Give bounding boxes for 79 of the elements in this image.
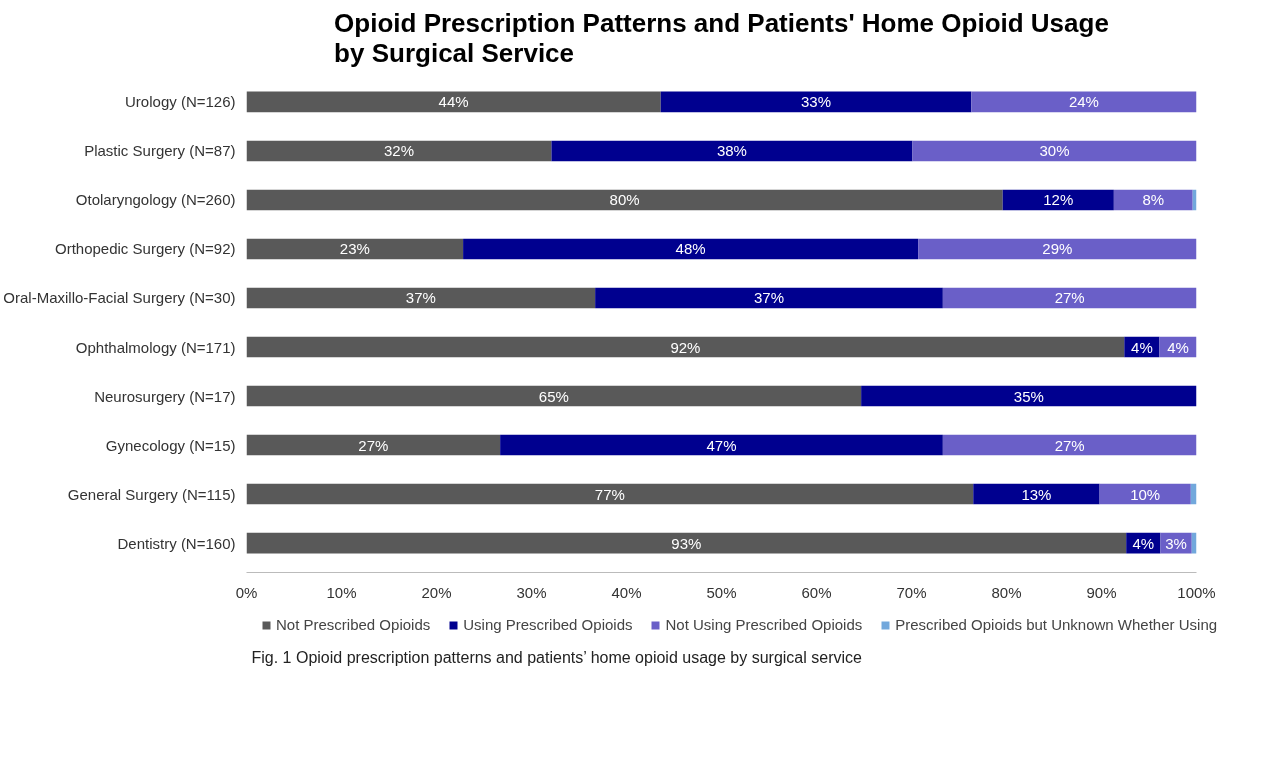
data-label: 38%: [716, 142, 747, 160]
legend-label: Not Using Prescribed Opioids: [665, 616, 863, 633]
bar: [500, 434, 943, 456]
x-tick-label: 0%: [235, 583, 258, 601]
x-tick-label: 30%: [516, 583, 547, 601]
bar: [942, 287, 1197, 309]
y-tick-label: Urology (N=126): [125, 93, 236, 111]
bar: [246, 434, 501, 456]
data-label: 33%: [801, 93, 832, 111]
y-tick-label: Gynecology (N=15): [105, 436, 236, 454]
y-tick-label: General Surgery (N=115): [67, 485, 236, 503]
data-label: 24%: [1068, 93, 1099, 111]
bar: [246, 483, 974, 505]
data-label: 30%: [1039, 142, 1070, 160]
data-label: 4%: [1132, 534, 1155, 552]
bar: [551, 140, 913, 162]
bar: [942, 434, 1197, 456]
bar: [861, 385, 1197, 407]
bar: [973, 483, 1100, 505]
data-label: 13%: [1021, 485, 1052, 503]
y-tick-label: Plastic Surgery (N=87): [84, 142, 236, 160]
data-label: 23%: [339, 240, 370, 258]
legend-label: Prescribed Opioids but Unknown Whether Using: [895, 616, 1218, 633]
bar: [1002, 189, 1114, 211]
x-tick-label: 90%: [1086, 583, 1117, 601]
data-label: 4%: [1167, 338, 1189, 356]
bar: [246, 287, 596, 309]
data-label: 37%: [405, 289, 436, 307]
data-label: 4%: [1131, 338, 1153, 356]
data-label: 37%: [753, 289, 785, 307]
bar: [918, 238, 1197, 260]
data-label: 65%: [538, 387, 569, 405]
bar: [595, 287, 943, 309]
y-tick-label: Orthopedic Surgery (N=92): [55, 240, 236, 258]
x-tick-label: 50%: [706, 583, 737, 601]
data-label: 8%: [1142, 191, 1165, 209]
y-tick-label: Neurosurgery (N=17): [94, 387, 236, 405]
x-tick-label: 100%: [1177, 583, 1216, 601]
data-label: 3%: [1165, 534, 1187, 552]
data-label: 48%: [675, 240, 706, 258]
data-label: 92%: [670, 338, 701, 356]
data-label: 47%: [706, 436, 737, 454]
data-label: 32%: [383, 142, 414, 160]
data-label: 27%: [1054, 436, 1085, 454]
legend-label: Not Prescribed Opioids: [276, 616, 431, 633]
data-label: 27%: [1054, 289, 1085, 307]
data-label: 10%: [1130, 485, 1161, 503]
data-label: 27%: [358, 436, 389, 454]
bar: [246, 336, 1125, 358]
bar: [971, 91, 1197, 113]
x-tick-label: 20%: [421, 583, 452, 601]
bar: [246, 238, 464, 260]
x-tick-label: 60%: [801, 583, 832, 601]
y-tick-label: Oral-Maxillo-Facial Surgery (N=30): [3, 289, 236, 307]
y-tick-label: Otolaryngology (N=260): [75, 191, 236, 209]
x-tick-label: 80%: [991, 583, 1022, 601]
chart-title: Opioid Prescription Patterns and Patients' Home Opioid Usage by Surgical Service: [334, 7, 1109, 68]
y-tick-label: Ophthalmology (N=171): [75, 338, 236, 356]
bar: [246, 385, 862, 407]
data-label: 77%: [594, 485, 625, 503]
data-label: 12%: [1043, 191, 1074, 209]
x-tick-label: 10%: [326, 583, 357, 601]
data-label: 44%: [438, 93, 469, 111]
x-tick-label: 40%: [611, 583, 642, 601]
bar: [463, 238, 919, 260]
bar: [246, 91, 661, 113]
y-tick-label: Dentistry (N=160): [117, 534, 236, 552]
bar: [912, 140, 1197, 162]
bar: [660, 91, 972, 113]
data-label: 35%: [1013, 387, 1044, 405]
data-label: 80%: [609, 191, 640, 209]
bar: [246, 532, 1127, 554]
bar: [246, 140, 552, 162]
bar: [246, 189, 1003, 211]
x-tick-label: 70%: [896, 583, 927, 601]
legend-label: Using Prescribed Opioids: [463, 616, 633, 633]
data-label: 93%: [671, 534, 702, 552]
caption: Fig. 1 Opioid prescription patterns and patients’ home opioid usage by surgical service: [251, 648, 863, 666]
data-label: 29%: [1042, 240, 1073, 258]
